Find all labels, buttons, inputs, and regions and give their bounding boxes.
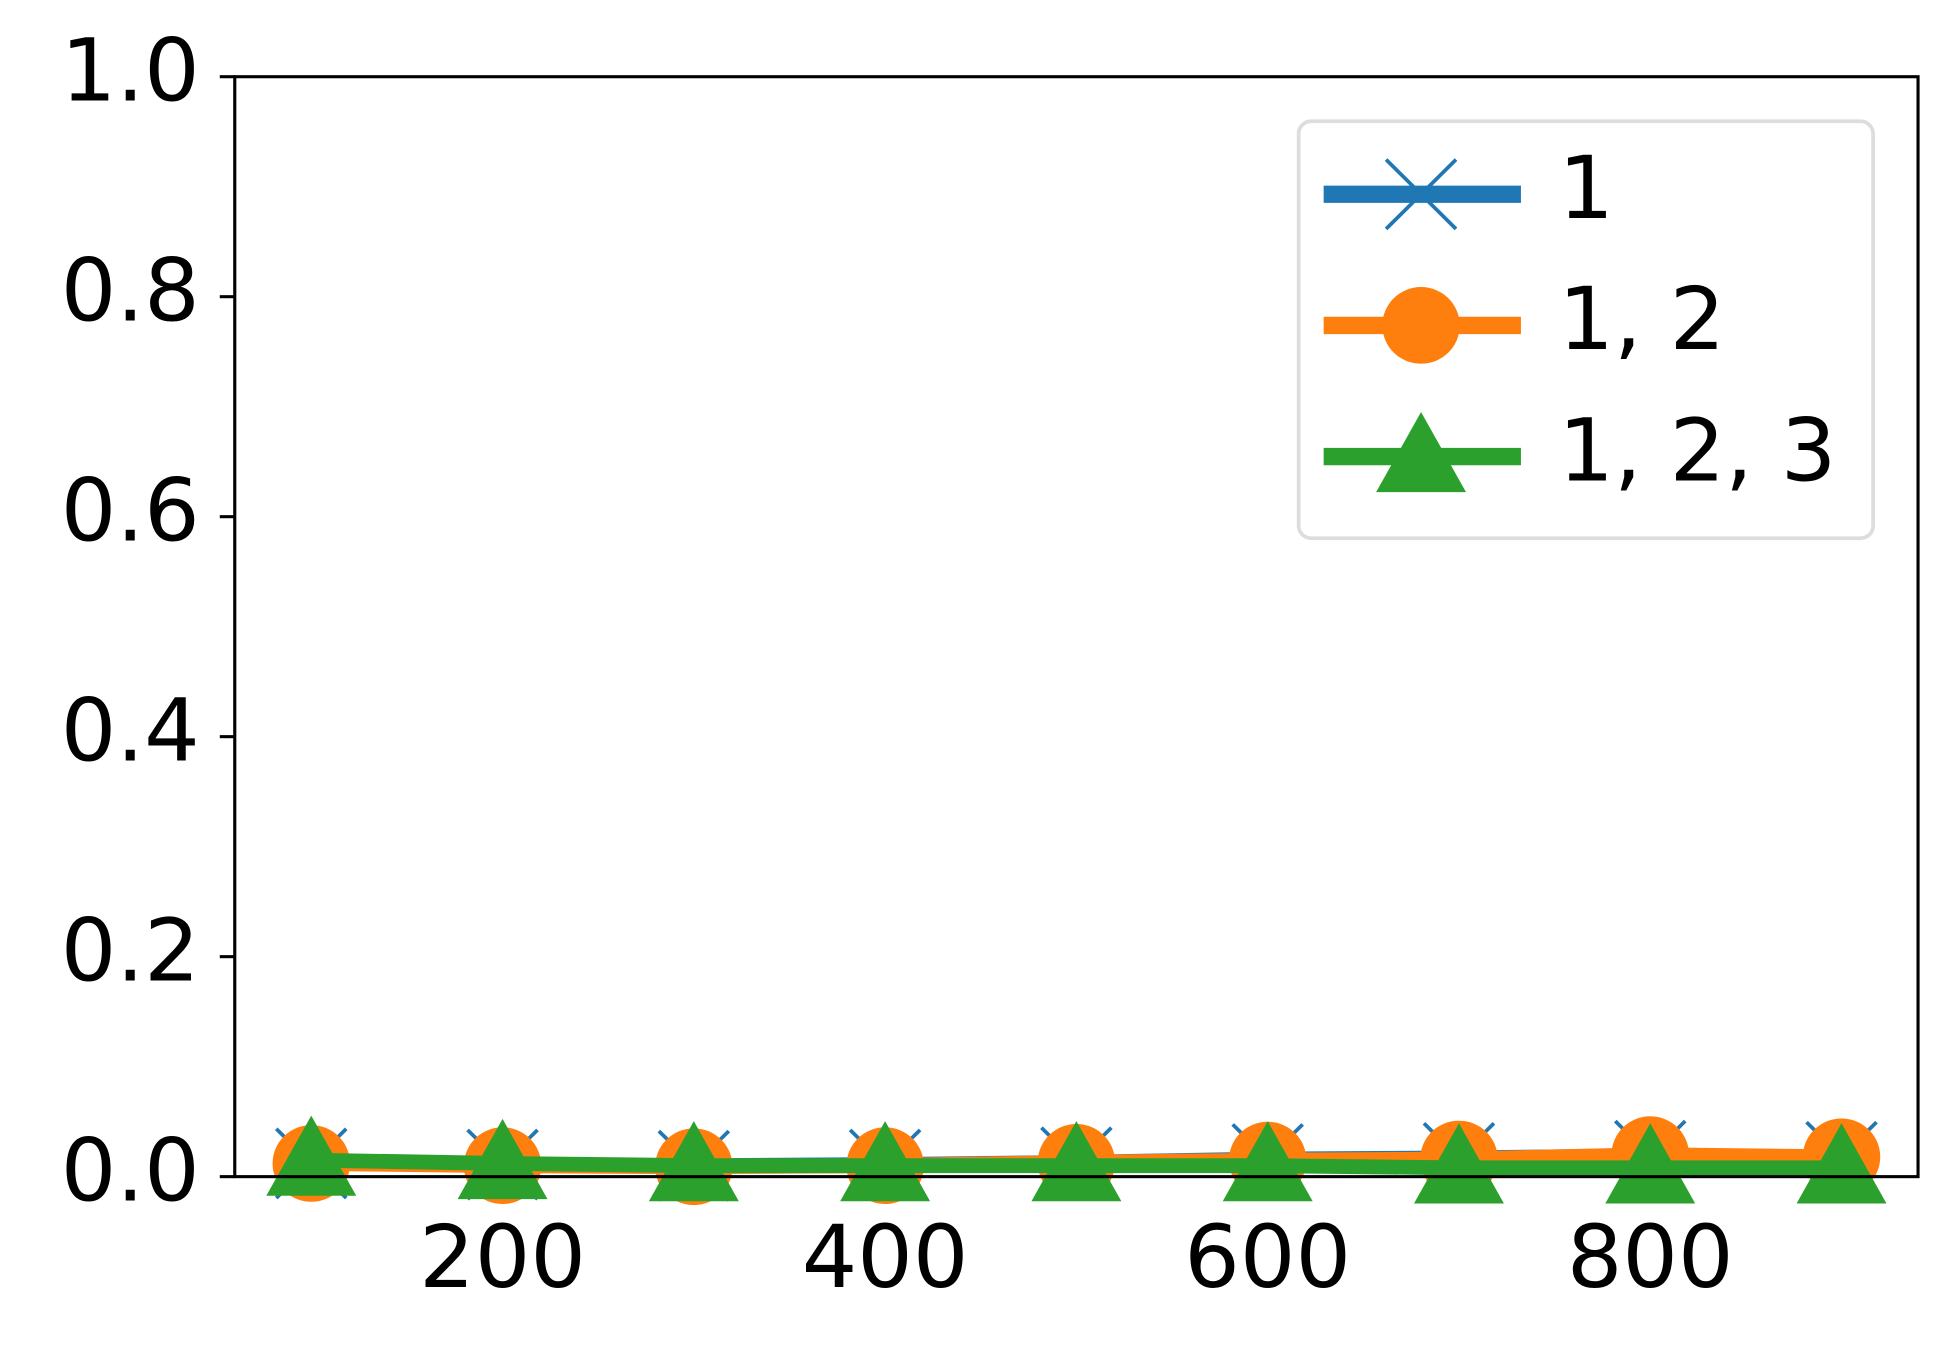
y-tick-label: 0.8 — [61, 240, 200, 342]
marker — [1031, 1121, 1122, 1202]
marker — [457, 1118, 548, 1200]
marker — [1376, 412, 1466, 493]
marker — [648, 1121, 739, 1202]
legend-label: 1, 2, 3 — [1558, 400, 1836, 502]
marker — [1222, 1121, 1313, 1202]
x-tick-label: 200 — [419, 1206, 586, 1308]
y-tick-label: 0.6 — [61, 460, 200, 562]
legend-box — [1296, 119, 1875, 541]
y-tick-label: 0.4 — [61, 680, 200, 782]
x-tick-label: 800 — [1567, 1206, 1734, 1308]
marker — [1605, 1123, 1696, 1204]
marker — [1384, 158, 1458, 231]
x-tick-label: 400 — [802, 1206, 969, 1308]
marker — [1414, 1123, 1504, 1204]
plot-frame — [233, 75, 1920, 1179]
marker — [1796, 1123, 1887, 1204]
marker — [840, 1121, 931, 1202]
marker — [1382, 287, 1460, 364]
y-tick-label: 0.2 — [61, 900, 200, 1002]
y-tick-label: 1.0 — [61, 20, 200, 122]
legend: 1 1, 2 1, 2, 3 — [1296, 119, 1875, 541]
legend-label: 1 — [1558, 137, 1614, 239]
legend-label: 1, 2 — [1558, 269, 1725, 371]
y-tick-label: 0.0 — [61, 1120, 200, 1222]
x-tick-label: 600 — [1184, 1206, 1351, 1308]
